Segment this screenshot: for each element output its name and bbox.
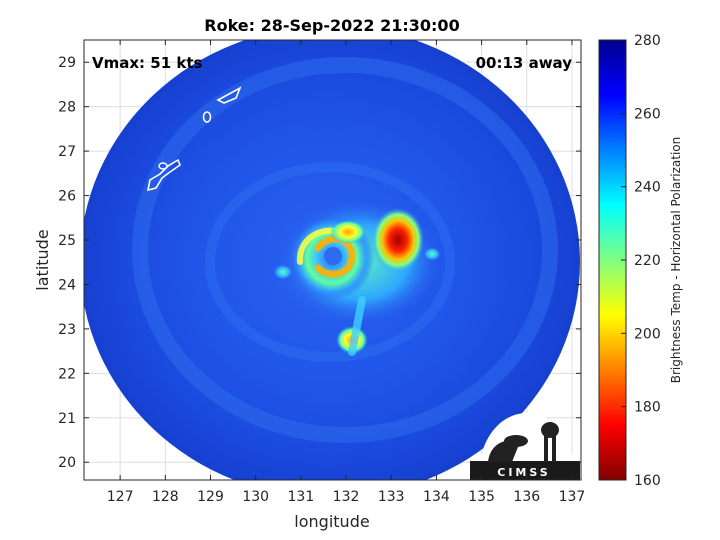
y-axis: 20 21 22 23 24 25 26 27 28 29	[58, 55, 581, 471]
y-tick-label: 20	[58, 455, 76, 471]
y-tick-label: 26	[58, 189, 76, 205]
x-tick-label: 136	[513, 489, 540, 505]
axes-frame	[83, 39, 582, 481]
outer-rainband	[132, 57, 558, 443]
y-tick-label: 25	[58, 233, 76, 249]
colorbar-tick-label: 180	[634, 400, 661, 416]
colorbar-tick-label: 280	[634, 33, 661, 49]
colorbar-tick-label: 160	[634, 473, 661, 489]
colorbar-tick-label: 220	[634, 253, 661, 269]
logo-dish-top	[504, 435, 528, 447]
x-tick-label: 133	[378, 489, 405, 505]
island-outline	[202, 111, 212, 123]
y-tick-label: 29	[58, 55, 76, 71]
island-outline	[146, 158, 181, 192]
colorbar-tick-label: 240	[634, 180, 661, 196]
cell-west	[273, 264, 293, 280]
logo-band	[470, 461, 580, 480]
colorbar-label: Brightness Temp - Horizontal Polarizatio…	[669, 137, 683, 384]
y-axis-label: latitude	[33, 229, 52, 290]
x-tick-label: 132	[333, 489, 360, 505]
colorbar-tick-label: 200	[634, 326, 661, 342]
x-axis: 127 128 129 130 131 132 133 134 135 136 137	[107, 40, 586, 505]
x-tick-label: 127	[107, 489, 134, 505]
y-tick-label: 22	[58, 366, 76, 382]
brightness-temp-swath	[84, 40, 580, 480]
colorbar-tick-label: 260	[634, 106, 661, 122]
x-tick-label: 130	[242, 489, 269, 505]
x-tick-label: 135	[468, 489, 495, 505]
island-outline	[158, 162, 168, 170]
x-tick-label: 131	[288, 489, 315, 505]
x-tick-label: 134	[423, 489, 450, 505]
y-tick-label: 21	[58, 411, 76, 427]
x-tick-label: 128	[152, 489, 179, 505]
y-tick-label: 27	[58, 144, 76, 160]
logo-water-tower-icon	[541, 422, 559, 438]
cell-east	[423, 247, 441, 261]
y-tick-label: 24	[58, 277, 76, 293]
inner-rainband	[205, 162, 455, 362]
eyewall-spiral	[314, 235, 356, 278]
time-away-annotation: 00:13 away	[476, 54, 573, 72]
storm-eye	[324, 247, 342, 265]
logo-tower-leg	[544, 436, 548, 462]
y-tick-label: 23	[58, 322, 76, 338]
warm-band-north	[330, 220, 366, 244]
feeder-band	[348, 296, 366, 356]
cimss-logo: CIMSS	[470, 413, 580, 480]
vmax-annotation: Vmax: 51 kts	[92, 54, 202, 72]
island-outline	[216, 86, 242, 104]
x-tick-label: 137	[559, 489, 586, 505]
chart-title: Roke: 28-Sep-2022 21:30:00	[204, 16, 459, 35]
logo-tower-leg	[552, 436, 556, 462]
x-tick-label: 129	[197, 489, 224, 505]
logo-text: CIMSS	[497, 466, 550, 479]
x-axis-label: longitude	[294, 512, 369, 531]
convective-core	[372, 208, 424, 272]
colorbar-ticks: 160 180 200 220 240 260 280	[621, 33, 661, 489]
y-tick-label: 28	[58, 100, 76, 116]
